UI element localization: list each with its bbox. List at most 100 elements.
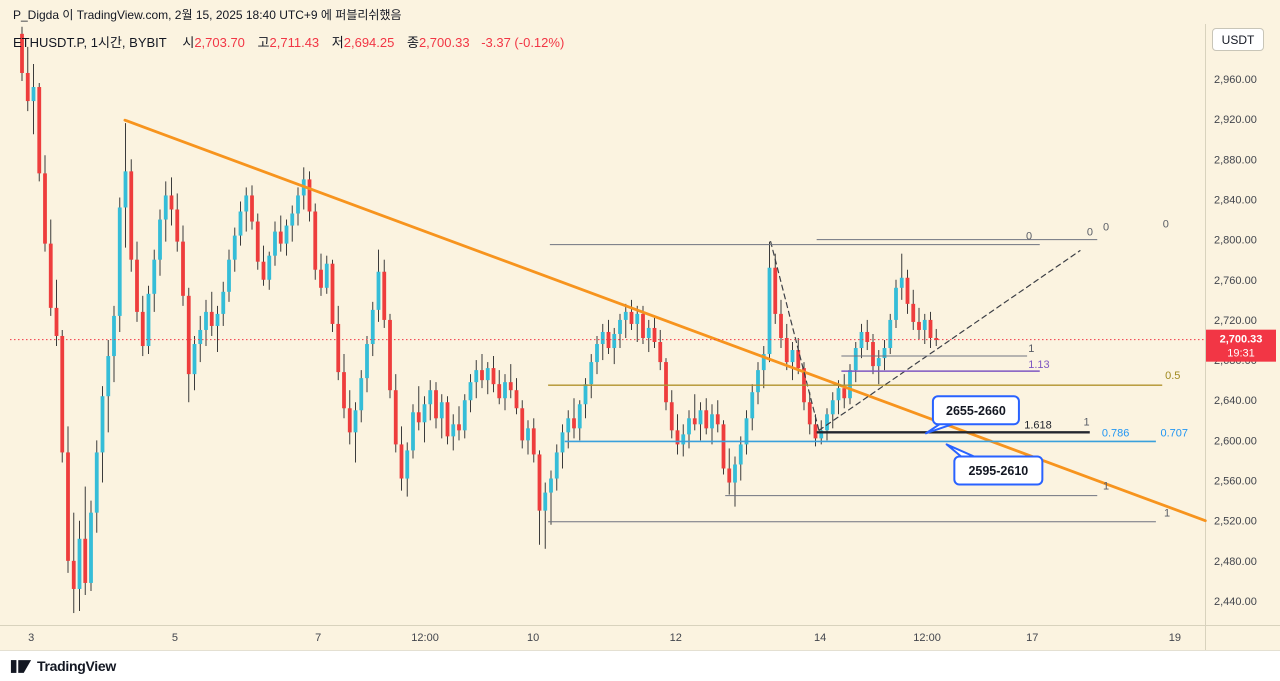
price-axis-label[interactable]: 2,920.00	[1214, 114, 1257, 126]
candle-body	[836, 388, 841, 401]
price-axis-label[interactable]: 2,840.00	[1214, 194, 1257, 206]
candle-body	[531, 428, 536, 455]
price-axis-label[interactable]: 2,520.00	[1214, 516, 1257, 528]
candle-body	[623, 311, 628, 320]
candle-body	[646, 327, 651, 338]
candle-body	[232, 235, 237, 260]
time-axis-label[interactable]: 3	[28, 632, 34, 644]
candle-body	[290, 213, 295, 226]
fib-level-label: 0	[1163, 219, 1169, 231]
trendline[interactable]	[770, 241, 820, 431]
candle-body	[503, 382, 507, 399]
price-axis-label[interactable]: 2,720.00	[1214, 315, 1257, 327]
price-axis-label[interactable]: 2,640.00	[1214, 395, 1257, 407]
fib-level-label: 0	[1103, 222, 1109, 234]
candle-body	[428, 390, 433, 405]
time-axis-label[interactable]: 7	[315, 632, 321, 644]
candle-body	[480, 370, 484, 381]
candle-body	[445, 402, 450, 437]
price-scale-currency-button[interactable]: USDT	[1212, 28, 1264, 51]
time-axis-label[interactable]: 19	[1169, 632, 1181, 644]
candle-body	[543, 492, 548, 511]
candle-body	[566, 418, 571, 433]
candle-body	[721, 424, 726, 469]
candle-body	[692, 418, 697, 425]
candle-body	[738, 444, 743, 465]
candle-body	[198, 329, 203, 345]
candle-body	[560, 432, 565, 453]
candle-body	[876, 358, 881, 367]
candle-body	[192, 344, 197, 375]
candle-body	[54, 307, 59, 336]
candle-body	[439, 402, 444, 419]
candle-body	[140, 311, 145, 347]
time-axis-label[interactable]: 12	[670, 632, 682, 644]
candle-body	[641, 313, 645, 338]
price-zone-callout[interactable]	[931, 395, 1020, 426]
tradingview-logo[interactable]: TradingView	[10, 658, 116, 674]
candle-body	[618, 319, 622, 334]
candle-body	[284, 225, 289, 244]
fib-level-label: 1.13	[1028, 359, 1049, 371]
candle-body	[468, 382, 473, 401]
candle-body	[43, 173, 47, 244]
candle-body	[382, 271, 387, 320]
price-axis-label[interactable]: 2,800.00	[1214, 235, 1257, 247]
low-value: 2,694.25	[343, 35, 395, 50]
time-axis-label[interactable]: 12:00	[411, 632, 439, 644]
candle-body	[313, 211, 318, 270]
candle-body	[347, 408, 352, 433]
fib-level-label: 1.618	[1024, 419, 1052, 431]
fib-level-label: 0	[1087, 227, 1093, 239]
fib-level-label: 0.707	[1161, 427, 1189, 439]
price-axis-label[interactable]: 2,960.00	[1214, 74, 1257, 86]
candle-body	[635, 313, 640, 324]
time-axis-label[interactable]: 5	[172, 632, 178, 644]
candle-body	[370, 309, 375, 345]
candle-body	[405, 450, 410, 479]
candle-body	[227, 259, 231, 292]
candle-body	[664, 362, 668, 403]
trendline[interactable]	[818, 250, 1081, 431]
price-zone-callout[interactable]	[953, 455, 1044, 486]
candle-body	[583, 384, 588, 405]
candle-body	[669, 402, 674, 431]
time-axis-label[interactable]: 12:00	[913, 632, 941, 644]
candle-body	[767, 267, 772, 355]
candle-body	[244, 195, 249, 212]
candle-body	[859, 331, 864, 349]
change-value: -3.37 (-0.12%)	[481, 35, 565, 50]
trendline[interactable]	[123, 118, 1207, 523]
candle-body	[750, 392, 755, 419]
close-value: 2,700.33	[418, 35, 470, 50]
time-axis-label[interactable]: 14	[814, 632, 826, 644]
candle-body	[376, 271, 381, 310]
candle-body	[905, 277, 910, 304]
candle-body	[658, 342, 663, 363]
low-label: 저	[331, 35, 344, 50]
candle-body	[744, 418, 749, 445]
candle-body	[422, 404, 427, 423]
candle-body	[756, 370, 760, 393]
price-axis-label[interactable]: 2,760.00	[1214, 275, 1257, 287]
price-axis-label[interactable]: 2,480.00	[1214, 556, 1257, 568]
symbol-title: ETHUSDT.P, 1시간, BYBIT	[13, 35, 167, 50]
price-axis-label[interactable]: 2,560.00	[1214, 476, 1257, 488]
time-axis-label[interactable]: 10	[527, 632, 539, 644]
price-axis-label[interactable]: 2,880.00	[1214, 154, 1257, 166]
price-axis-label[interactable]: 2,440.00	[1214, 596, 1257, 608]
candle-body	[704, 410, 709, 429]
candle-body	[807, 402, 812, 425]
price-axis-label[interactable]: 2,600.00	[1214, 435, 1257, 447]
fib-level-label: 0.5	[1165, 370, 1180, 382]
candle-body	[928, 319, 933, 338]
candle-body	[25, 72, 30, 102]
candle-body	[922, 319, 927, 330]
time-axis-label[interactable]: 17	[1026, 632, 1038, 644]
publish-info: P_Digda 이 TradingView.com, 2월 15, 2025 1…	[13, 8, 402, 22]
candle-body	[687, 418, 691, 435]
candle-body	[853, 348, 858, 371]
open-label: 시	[182, 35, 195, 50]
candle-body	[319, 269, 323, 288]
